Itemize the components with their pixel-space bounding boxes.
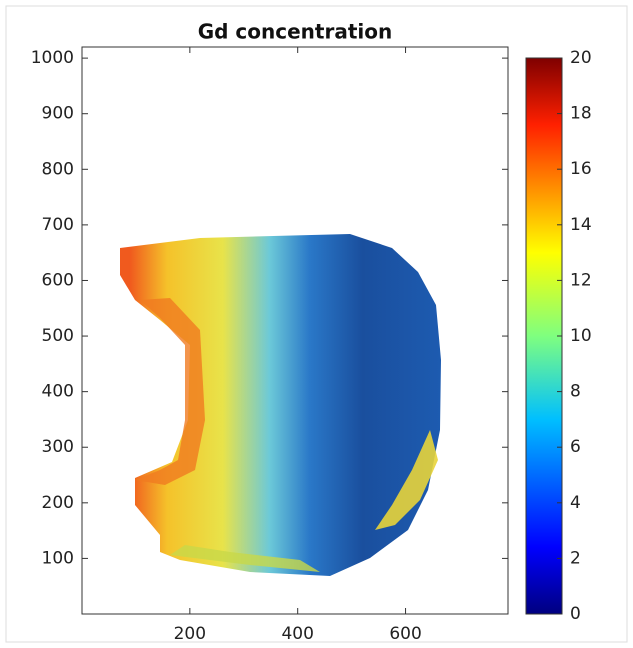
colorbar-tick-label: 16 [570, 159, 592, 179]
heatmap-strip [375, 430, 438, 530]
x-tick-label: 200 [174, 624, 206, 644]
colorbar-tick-label: 4 [570, 493, 581, 513]
y-tick-label: 1000 [31, 48, 74, 68]
colorbar-tick-label: 8 [570, 382, 581, 402]
y-tick-label: 800 [42, 159, 74, 179]
colorbar-tick-label: 20 [570, 48, 592, 68]
heatmap-hotspot [135, 298, 205, 485]
colorbar-tick-label: 0 [570, 604, 581, 624]
y-tick-label: 600 [42, 270, 74, 290]
colorbar-tick-label: 10 [570, 326, 592, 346]
chart-title: Gd concentration [198, 20, 393, 44]
colorbar-tick-label: 12 [570, 270, 592, 290]
x-tick-label: 400 [281, 624, 313, 644]
y-tick-label: 500 [42, 326, 74, 346]
heatmap-region [120, 234, 441, 576]
y-tick-label: 200 [42, 493, 74, 513]
heatmap-strip [170, 545, 320, 572]
y-tick-label: 300 [42, 437, 74, 457]
y-tick-label: 700 [42, 215, 74, 235]
colorbar [525, 57, 563, 615]
colorbar-tick-label: 6 [570, 437, 581, 457]
y-tick-label: 100 [42, 548, 74, 568]
colorbar-tick-label: 14 [570, 215, 592, 235]
y-tick-label: 900 [42, 104, 74, 124]
x-tick-label: 600 [389, 624, 421, 644]
colorbar-tick-label: 2 [570, 548, 581, 568]
colorbar-tick-label: 18 [570, 104, 592, 124]
y-tick-label: 400 [42, 382, 74, 402]
